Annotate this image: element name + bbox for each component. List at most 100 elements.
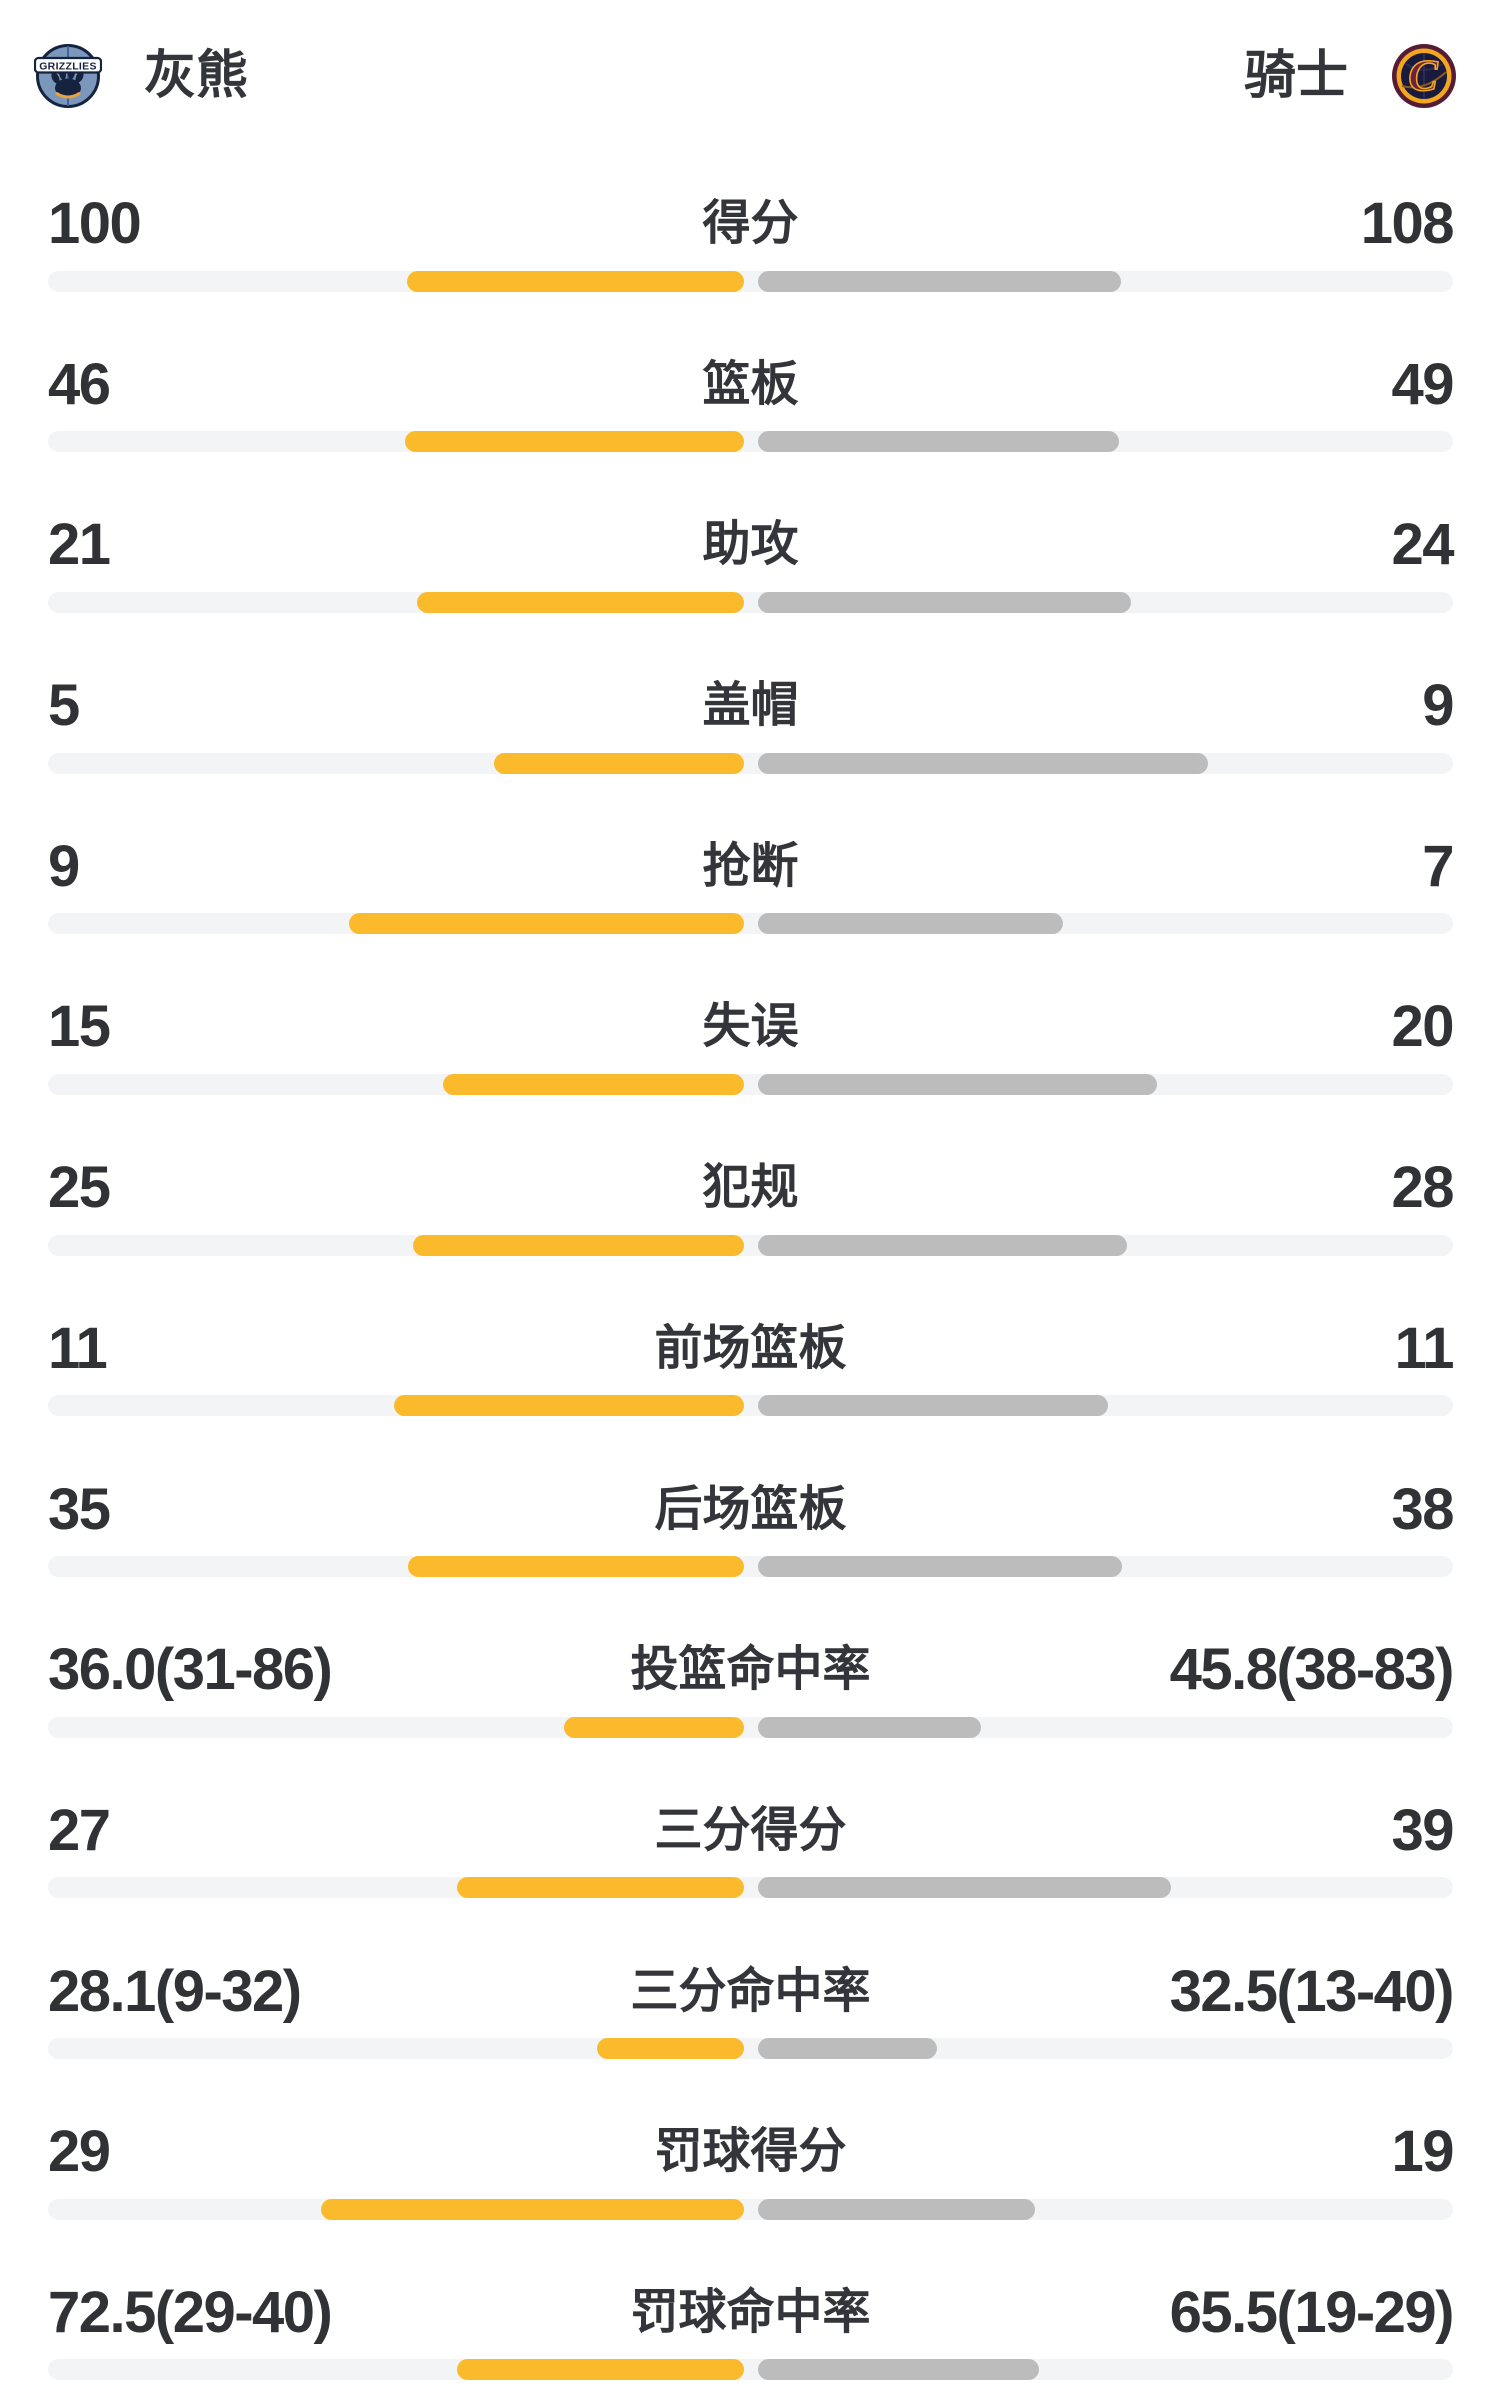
stat-bar-track [48, 1877, 1453, 1899]
stat-bar-track [48, 1234, 1453, 1256]
stat-label: 篮板 [702, 357, 799, 411]
away-bar [757, 431, 1119, 453]
stat-bar-track [48, 913, 1453, 935]
stat-row: 29 罚球得分 19 [48, 2117, 1454, 2278]
stat-bar-track [48, 1556, 1453, 1577]
stat-bar-track [48, 752, 1453, 774]
grizzlies-logo-icon: GRIZZLIES [34, 44, 102, 108]
away-value: 39 [1391, 1797, 1454, 1863]
home-bar [393, 1395, 744, 1417]
home-value: 27 [48, 1797, 111, 1863]
stat-label: 后场篮板 [654, 1482, 847, 1536]
home-value: 36.0(31-86) [48, 1637, 333, 1703]
home-value: 100 [48, 191, 142, 256]
away-bar [757, 2038, 937, 2060]
away-value: 49 [1391, 351, 1454, 417]
away-bar [757, 1716, 981, 1738]
away-bar [757, 591, 1131, 613]
away-value: 45.8(38-83) [1169, 1637, 1455, 1703]
home-bar [597, 2038, 744, 2060]
stats-list: 100 得分 108 46 篮板 49 21 助攻 24 [0, 110, 1500, 2400]
away-value: 38 [1391, 1476, 1454, 1542]
stat-label: 犯规 [702, 1161, 799, 1215]
stat-bar-track [48, 2198, 1453, 2220]
away-value: 32.5(13-40) [1169, 1958, 1455, 2024]
stat-row: 27 三分得分 39 [48, 1796, 1454, 1957]
stat-line: 28.1(9-32) 三分命中率 32.5(13-40) [48, 1957, 1455, 2027]
stat-line: 25 犯规 28 [48, 1153, 1454, 1223]
away-bar [757, 1234, 1128, 1256]
stat-label: 抢断 [702, 839, 799, 893]
stat-row: 25 犯规 28 [48, 1153, 1454, 1314]
stat-line: 11 前场篮板 11 [48, 1314, 1455, 1384]
stat-bar-track [48, 2038, 1453, 2060]
stat-row: 11 前场篮板 11 [48, 1314, 1455, 1475]
away-bar [757, 2198, 1035, 2220]
stat-line: 36.0(31-86) 投篮命中率 45.8(38-83) [48, 1635, 1455, 1705]
stat-bar-track [48, 591, 1453, 613]
stat-line: 29 罚球得分 19 [48, 2117, 1454, 2187]
stat-row: 5 盖帽 9 [48, 671, 1454, 832]
home-bar [349, 913, 744, 935]
home-value: 72.5(29-40) [48, 2279, 333, 2345]
team-away-name: 骑士 [1243, 47, 1348, 105]
away-bar [757, 1556, 1123, 1577]
home-value: 11 [48, 1315, 108, 1381]
away-value: 65.5(19-29) [1169, 2279, 1455, 2345]
away-value: 24 [1391, 512, 1454, 578]
stat-line: 5 盖帽 9 [48, 671, 1454, 741]
stat-row: 46 篮板 49 [48, 350, 1454, 511]
stat-row: 36.0(31-86) 投篮命中率 45.8(38-83) [48, 1635, 1455, 1796]
away-value: 7 [1422, 833, 1454, 899]
away-value: 9 [1422, 673, 1454, 739]
away-value: 28 [1391, 1155, 1454, 1221]
away-bar [757, 1877, 1172, 1899]
stat-row: 100 得分 108 [48, 189, 1455, 350]
home-value: 25 [48, 1155, 111, 1221]
stat-line: 72.5(29-40) 罚球命中率 65.5(19-29) [48, 2278, 1455, 2348]
home-bar [320, 2198, 744, 2220]
stat-bar-track [48, 2359, 1453, 2381]
stat-label: 投篮命中率 [630, 1643, 871, 1697]
stat-line: 15 失误 20 [48, 992, 1454, 1062]
home-bar [443, 1073, 744, 1095]
stat-row: 28.1(9-32) 三分命中率 32.5(13-40) [48, 1957, 1455, 2118]
home-bar [413, 1234, 744, 1256]
home-value: 9 [48, 833, 80, 899]
team-home-name: 灰熊 [144, 47, 249, 105]
team-away: 骑士 C [1244, 42, 1458, 110]
stat-bar-track [48, 431, 1453, 453]
stat-label: 失误 [702, 1000, 799, 1054]
home-bar [563, 1716, 744, 1738]
stat-bar-track [48, 1716, 1453, 1738]
stat-row: 21 助攻 24 [48, 510, 1454, 671]
stat-line: 100 得分 108 [48, 189, 1455, 259]
stat-bar-track [48, 1073, 1453, 1095]
cavaliers-logo-icon: C [1392, 44, 1456, 108]
stat-line: 46 篮板 49 [48, 350, 1454, 420]
home-value: 15 [48, 994, 111, 1060]
home-bar [493, 752, 744, 774]
away-value: 20 [1391, 994, 1454, 1060]
stat-bar-track [48, 270, 1453, 292]
home-value: 35 [48, 1476, 111, 1542]
away-value: 11 [1394, 1315, 1455, 1381]
stat-row: 35 后场篮板 38 [48, 1475, 1454, 1636]
home-bar [416, 591, 744, 613]
stat-label: 得分 [702, 197, 799, 250]
home-value: 28.1(9-32) [48, 1958, 302, 2024]
home-bar [457, 1877, 744, 1899]
svg-text:C: C [1408, 51, 1438, 100]
home-bar [406, 270, 744, 292]
stat-row: 15 失误 20 [48, 992, 1454, 1153]
away-bar [757, 2359, 1039, 2381]
away-bar [757, 270, 1121, 292]
home-bar [404, 431, 744, 453]
stat-line: 35 后场篮板 38 [48, 1475, 1454, 1545]
away-bar [757, 1073, 1158, 1095]
home-bar [457, 2359, 744, 2381]
stat-label: 助攻 [702, 518, 799, 572]
home-value: 29 [48, 2119, 111, 2185]
stat-row: 9 抢断 7 [48, 832, 1454, 993]
svg-text:GRIZZLIES: GRIZZLIES [39, 61, 97, 73]
